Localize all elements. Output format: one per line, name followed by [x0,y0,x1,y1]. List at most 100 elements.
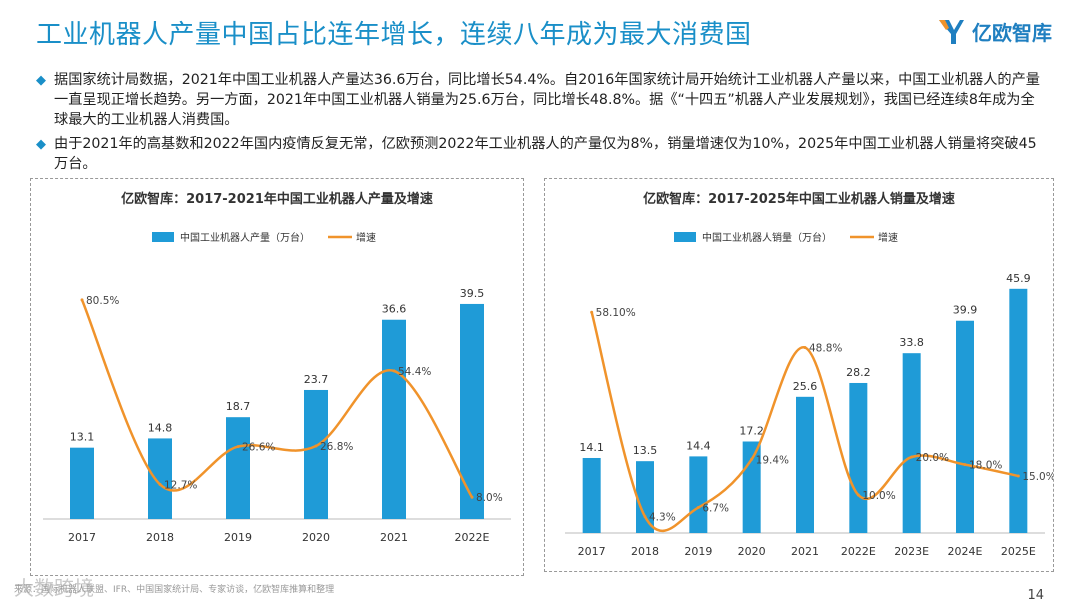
bar-2020 [304,389,328,519]
chart-title: 亿欧智库：2017-2025年中国工业机器人销量及增速 [643,191,955,207]
bar-label-2025E: 45.9 [1006,272,1031,285]
logo-text: 亿欧智库 [972,20,1052,45]
diamond-bullet-icon: ◆ [36,73,46,88]
bar-label-2017: 14.1 [579,441,604,454]
bar-2017 [70,447,94,519]
bullet-text: 由于2021年的高基数和2022年国内疫情反复无常，亿欧预测2022年工业机器人… [54,136,1037,172]
bar-2017 [582,457,601,533]
bar-2018 [636,461,654,533]
bar-label-2022E: 28.2 [846,366,871,379]
legend-bar-label: 中国工业机器人产量（万台） [180,231,310,244]
tick-label-2022E: 2022E [455,531,490,544]
bar-label-2022E: 39.5 [460,287,485,300]
page-title: 工业机器人产量中国占比连年增长，连续八年成为最大消费国 [36,20,752,50]
growth-point-2017 [80,298,84,302]
growth-label-2024E: 18.0% [969,460,1002,472]
bar-2022E [849,382,868,533]
bar-2021 [796,396,814,533]
tick-label-2022E: 2022E [841,545,876,558]
production-chart: 亿欧智库：2017-2021年中国工业机器人产量及增速中国工业机器人产量（万台）… [43,191,511,544]
watermark: 大数跨境 [14,576,94,600]
bar-label-2020: 23.7 [304,373,329,386]
growth-label-2020: 19.4% [756,454,789,466]
growth-label-2017: 80.5% [86,295,119,307]
bar-label-2019: 14.4 [686,439,711,452]
growth-point-2017 [590,310,594,314]
production-chart-panel: 亿欧智库：2017-2021年中国工业机器人产量及增速中国工业机器人产量（万台）… [30,178,524,576]
bar-2019 [689,456,708,533]
growth-label-2020: 26.8% [320,441,353,453]
tick-label-2020: 2020 [738,545,766,558]
sales-chart-panel: 亿欧智库：2017-2025年中国工业机器人销量及增速中国工业机器人销量（万台）… [544,178,1054,572]
bar-label-2018: 13.5 [633,444,658,457]
growth-point-2018 [643,515,647,519]
tick-label-2018: 2018 [631,545,659,558]
tick-label-2017: 2017 [68,531,96,544]
bar-label-2023E: 33.8 [899,336,924,349]
legend-bar-label: 中国工业机器人销量（万台） [702,231,832,244]
growth-label-2019: 26.6% [242,442,275,454]
diamond-bullet-icon: ◆ [36,137,46,152]
chart-title: 亿欧智库：2017-2021年中国工业机器人产量及增速 [121,191,433,207]
growth-point-2020 [314,444,318,448]
growth-label-2021: 48.8% [809,343,842,355]
page-number: 14 [1027,588,1044,603]
growth-point-2019 [696,506,700,510]
bar-2021 [382,319,406,519]
bar-2024E [956,320,974,533]
tick-label-2019: 2019 [224,531,252,544]
tick-label-2024E: 2024E [948,545,983,558]
growth-point-2023E [910,455,914,459]
tick-label-2020: 2020 [302,531,330,544]
legend-bar-swatch [152,232,174,242]
brand-logo: 亿欧智库 [936,16,1052,46]
growth-label-2022E: 8.0% [476,492,503,504]
growth-point-2021 [803,346,807,350]
tick-label-2021: 2021 [380,531,408,544]
bullet-item: ◆ 据国家统计局数据，2021年中国工业机器人产量达36.6万台，同比增长54.… [36,70,1046,130]
bullet-item: ◆ 由于2021年的高基数和2022年国内疫情反复无常，亿欧预测2022年工业机… [36,134,1046,174]
tick-label-2017: 2017 [578,545,606,558]
legend-line-label: 增速 [356,231,376,244]
growth-label-2019: 6.7% [702,503,729,515]
growth-label-2021: 54.4% [398,366,431,378]
bar-2023E [902,353,921,533]
tick-label-2023E: 2023E [894,545,929,558]
summary-bullets: ◆ 据国家统计局数据，2021年中国工业机器人产量达36.6万台，同比增长54.… [36,70,1046,178]
logo-mark-icon [939,20,964,44]
bar-label-2017: 13.1 [70,431,95,444]
bar-2025E [1009,288,1028,533]
growth-point-2021 [392,369,396,373]
growth-label-2023E: 20.0% [916,452,949,464]
growth-point-2020 [750,457,754,461]
sales-chart: 亿欧智库：2017-2025年中国工业机器人销量及增速中国工业机器人销量（万台）… [565,191,1053,558]
bar-label-2019: 18.7 [226,400,251,413]
tick-label-2019: 2019 [684,545,712,558]
bar-2019 [226,417,250,519]
bar-label-2021: 25.6 [793,380,818,393]
legend-line-label: 增速 [878,231,898,244]
growth-line [80,299,474,498]
growth-label-2022E: 10.0% [862,490,895,502]
tick-label-2018: 2018 [146,531,174,544]
growth-point-2019 [236,445,240,449]
growth-label-2025E: 15.0% [1022,471,1053,483]
bar-2018 [148,438,172,519]
bar-label-2024E: 39.9 [953,304,978,317]
growth-point-2022E [470,495,474,499]
bar-label-2018: 14.8 [148,421,173,434]
tick-label-2025E: 2025E [1001,545,1036,558]
growth-point-2022E [856,493,860,497]
growth-label-2018: 12.7% [164,479,197,491]
source-note: 来源：国际机器人联盟、IFR、中国国家统计局、专家访谈，亿欧智库推算和整理 [14,585,335,595]
legend-bar-swatch [674,232,696,242]
growth-label-2017: 58.10% [596,307,636,319]
growth-label-2018: 4.3% [649,512,676,524]
bar-label-2020: 17.2 [739,424,764,437]
growth-point-2018 [158,482,162,486]
growth-point-2024E [963,463,967,467]
growth-point-2025E [1016,474,1020,478]
bullet-text: 据国家统计局数据，2021年中国工业机器人产量达36.6万台，同比增长54.4%… [54,72,1040,128]
bar-label-2021: 36.6 [382,303,407,316]
bar-2022E [460,303,484,519]
